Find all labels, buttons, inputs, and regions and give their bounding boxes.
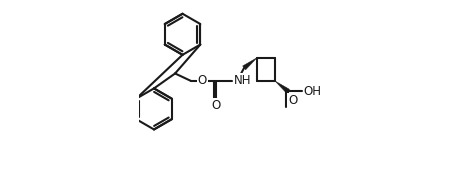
Text: O: O xyxy=(288,94,297,107)
Polygon shape xyxy=(275,81,289,93)
Text: O: O xyxy=(211,99,220,112)
Polygon shape xyxy=(242,58,257,70)
Text: OH: OH xyxy=(303,85,321,98)
Text: NH: NH xyxy=(233,74,251,87)
Text: O: O xyxy=(197,74,206,87)
